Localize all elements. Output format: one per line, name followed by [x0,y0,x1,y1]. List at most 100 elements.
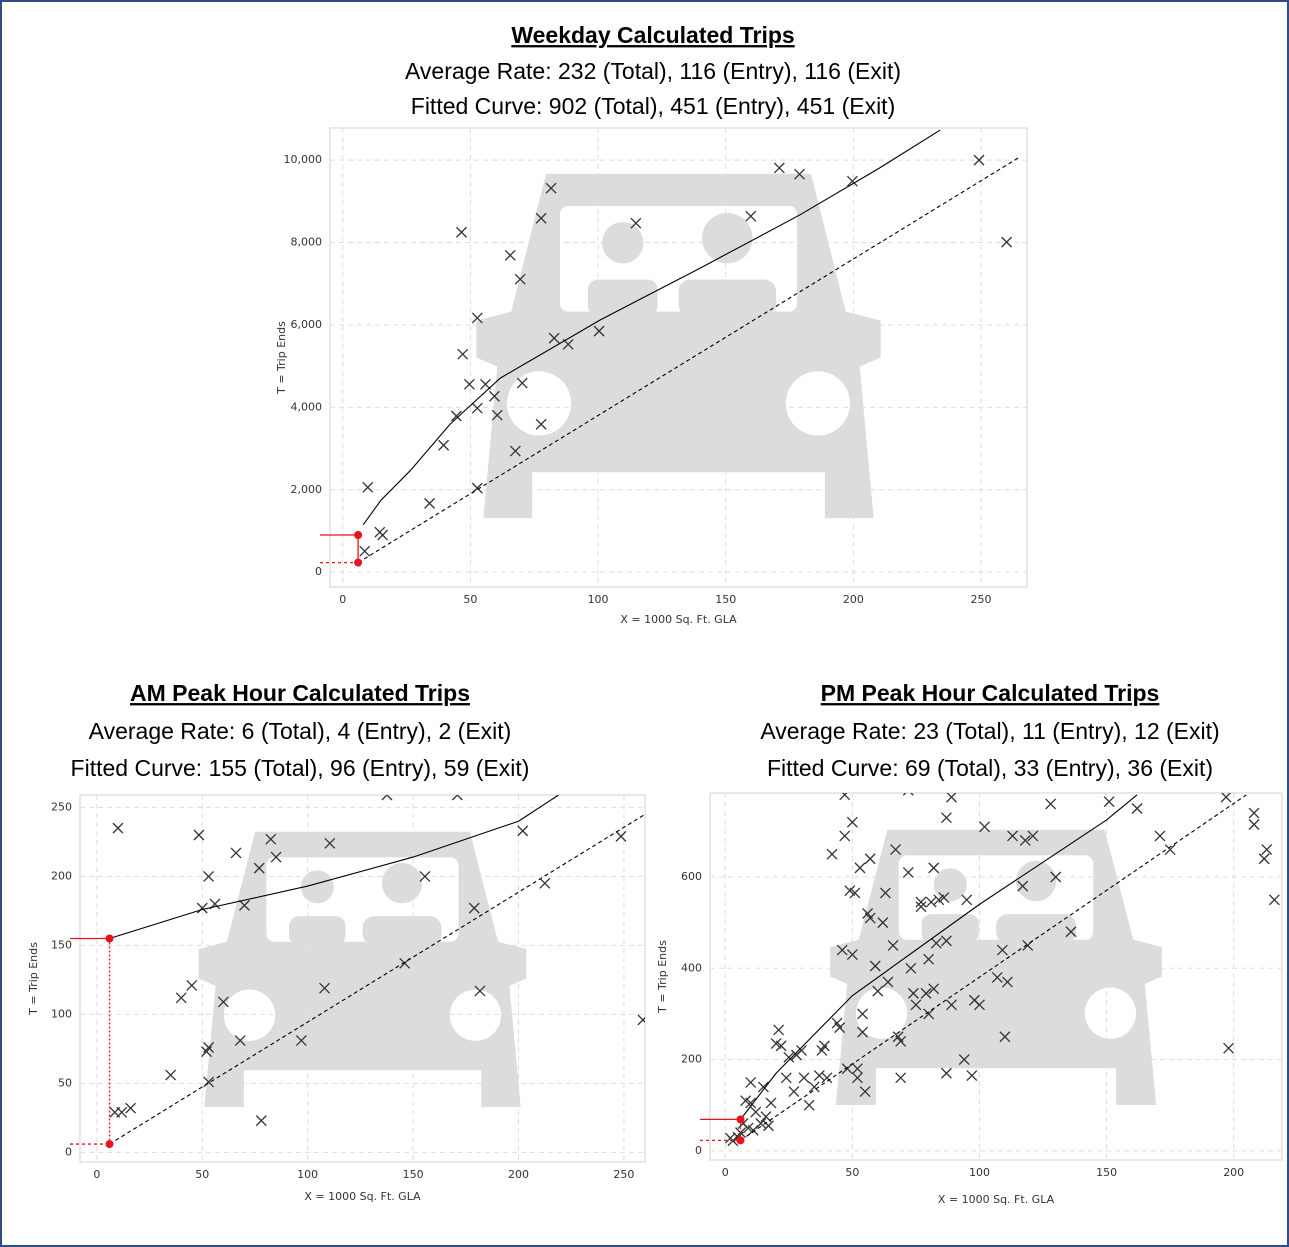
data-point [474,985,486,997]
data-point [545,182,557,194]
watermark-person [362,916,442,946]
marker-stroke [480,378,491,390]
data-point [864,853,876,865]
data-point [928,862,940,874]
data-point [1258,853,1270,865]
marker-stroke [940,935,952,947]
marker-stroke [999,1031,1011,1043]
average-rate-line [357,156,1020,564]
data-point [851,1072,863,1084]
marker-stroke [1261,844,1273,856]
data-point [755,1118,767,1129]
marker-stroke [1154,830,1166,842]
marker-stroke [831,1017,843,1029]
marker-stroke [757,1081,769,1093]
marker-stroke [851,1063,863,1075]
marker-stroke [1007,830,1018,842]
data-point [175,992,187,1004]
data-point [270,851,282,863]
marker-stroke [1027,830,1039,842]
marker-stroke [895,1035,907,1047]
x-tick-label: 150 [715,593,736,606]
watermark-person [996,914,1077,944]
data-point [966,1070,978,1082]
marker-stroke [463,378,475,390]
marker-stroke [923,953,935,965]
marker-stroke [910,999,922,1011]
data-point [203,870,215,882]
x-tick-label: 150 [403,1168,424,1181]
marker-stroke [862,908,874,919]
marker-stroke [1223,1042,1235,1054]
data-point [857,1026,868,1038]
data-point [203,1042,215,1053]
marker-stroke [928,983,940,995]
marker-stroke [974,999,985,1011]
data-point [745,210,757,222]
marker-stroke [910,793,914,796]
marker-stroke [456,795,463,801]
marker-stroke [846,949,858,961]
marker-stroke [920,987,932,999]
marker-stroke [217,996,229,1008]
data-point [514,273,526,285]
x-axis-label: X = 1000 Sq. Ft. GLA [620,613,737,626]
data-point [803,1099,815,1111]
marker-stroke [457,348,469,360]
data-point [818,1040,830,1052]
marker-stroke [517,825,529,837]
data-point [946,793,957,803]
y-tick-label: 50 [58,1076,72,1089]
data-point [946,999,957,1011]
chart-subtitle: Average Rate: 23 (Total), 11 (Entry), 12… [760,718,1219,744]
data-point [438,439,450,451]
marker-stroke [813,1070,825,1082]
marker-stroke [504,249,516,261]
x-tick-label: 250 [971,593,992,606]
data-point [116,1106,128,1118]
y-tick-label: 0 [315,565,322,578]
data-point [539,877,551,889]
highlight-point [354,531,363,540]
marker-stroke [193,829,205,841]
y-tick-label: 0 [695,1144,702,1157]
data-point [940,812,952,824]
data-point [745,1097,757,1109]
marker-stroke [265,833,277,845]
data-point [295,1035,307,1047]
plot [710,793,1282,1160]
marker-stroke [1065,926,1077,938]
marker-stroke [255,1115,267,1127]
marker-stroke [1001,236,1013,248]
y-tick-label: 200 [681,1053,702,1066]
marker-stroke [765,1097,777,1109]
marker-stroke [456,226,467,238]
marker-stroke [1017,880,1029,892]
marker-stroke [760,1111,772,1123]
data-point [1001,236,1013,248]
marker-stroke [424,497,436,509]
data-point [456,226,467,238]
data-point [1131,803,1143,814]
data-point [196,902,208,914]
marker-stroke [196,902,208,914]
marker-stroke [940,812,952,824]
data-point [859,1086,871,1097]
x-tick-label: 0 [339,593,346,606]
data-point [637,1014,645,1026]
y-tick-label: 100 [51,1007,72,1020]
data-point [548,332,560,344]
data-point [1050,871,1062,883]
marker-stroke [794,168,805,180]
data-point [763,1120,774,1132]
marker-stroke [925,896,937,908]
data-point [895,1035,907,1047]
marker-stroke [548,332,560,344]
marker-stroke [846,175,858,187]
marker-stroke [1164,844,1176,856]
data-point [849,887,861,899]
chart-subtitle: Fitted Curve: 902 (Total), 451 (Entry), … [411,93,895,119]
marker-stroke [887,940,899,951]
marker-stroke [958,1054,970,1066]
chart-title: Weekday Calculated Trips [511,22,794,48]
